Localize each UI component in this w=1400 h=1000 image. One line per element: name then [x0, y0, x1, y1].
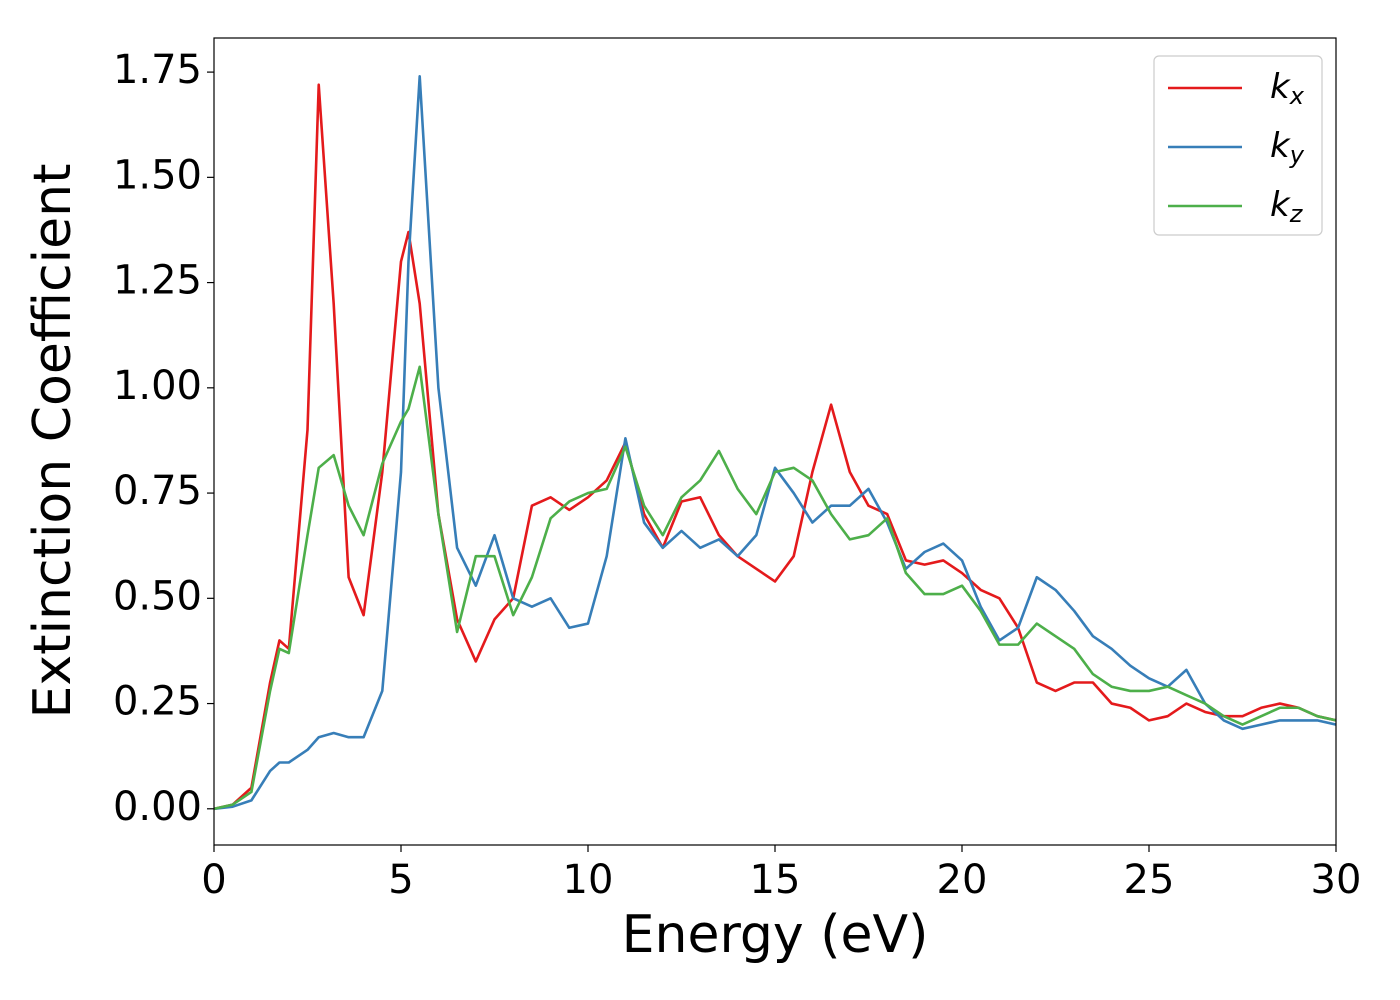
x-tick-label: 25	[1124, 857, 1175, 903]
x-tick-label: 10	[563, 857, 614, 903]
plot-lines	[214, 75, 1336, 811]
legend-box	[1153, 55, 1323, 236]
legend-label: ky	[1270, 126, 1305, 170]
data-line	[214, 365, 1336, 811]
data-line	[214, 83, 1336, 811]
x-tick-label: 15	[750, 857, 801, 903]
data-line	[214, 75, 1336, 811]
x-axis-label: Energy (eV)	[622, 905, 929, 965]
x-tick-label: 30	[1311, 857, 1362, 903]
legend-label: kz	[1270, 185, 1304, 229]
x-tick-label: 20	[937, 857, 988, 903]
y-tick-label: 0.00	[113, 784, 202, 830]
y-tick-label: 0.75	[113, 468, 202, 514]
y-tick-label: 0.50	[113, 573, 202, 619]
plot-frame	[213, 37, 1337, 846]
y-tick-label: 0.25	[113, 679, 202, 725]
y-tick-label: 1.25	[113, 258, 202, 304]
x-tick-label: 5	[388, 857, 413, 903]
legend-label: kx	[1270, 67, 1305, 111]
y-tick-label: 1.50	[113, 152, 202, 198]
y-tick-label: 1.75	[113, 47, 202, 93]
y-axis-label: Extinction Coefficient	[23, 164, 83, 719]
x-tick-label: 0	[201, 857, 226, 903]
y-tick-label: 1.00	[113, 363, 202, 409]
